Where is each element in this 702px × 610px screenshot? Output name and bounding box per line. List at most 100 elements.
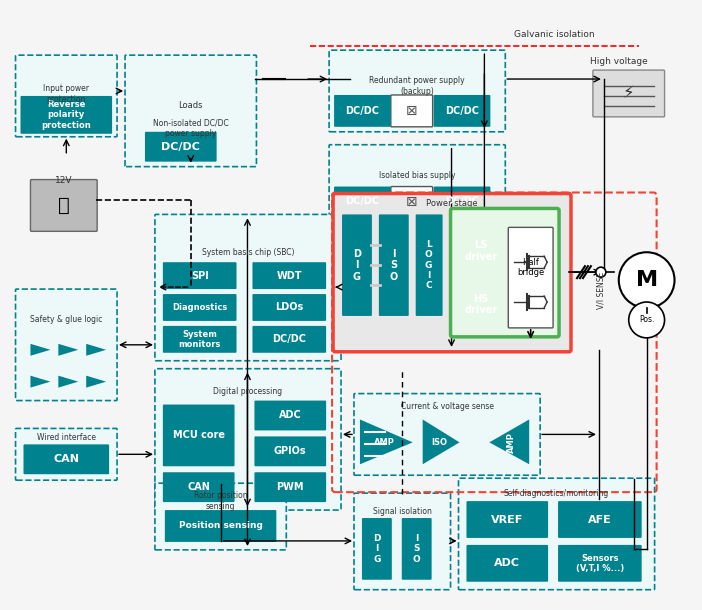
Polygon shape [423,420,460,464]
FancyBboxPatch shape [254,436,326,466]
Text: Input power
protection: Input power protection [44,84,89,104]
Text: DC/DC: DC/DC [345,106,380,116]
Text: Loads: Loads [178,101,203,110]
FancyBboxPatch shape [155,214,341,361]
FancyBboxPatch shape [334,95,391,127]
Text: AMP: AMP [374,438,395,447]
FancyBboxPatch shape [451,209,559,337]
Text: Pos.: Pos. [639,315,654,325]
Text: Diagnostics: Diagnostics [172,303,227,312]
Polygon shape [30,344,51,356]
Text: DC/DC: DC/DC [161,142,200,152]
FancyBboxPatch shape [163,294,237,321]
FancyBboxPatch shape [391,187,432,217]
Text: VREF: VREF [491,514,524,525]
Text: LDOs: LDOs [275,303,303,312]
Text: CAN: CAN [187,482,210,492]
Polygon shape [30,376,51,387]
Circle shape [629,302,665,338]
Text: Position sensing: Position sensing [179,522,263,531]
FancyBboxPatch shape [30,179,97,231]
FancyBboxPatch shape [15,289,117,401]
Text: ADC: ADC [279,411,302,420]
FancyBboxPatch shape [155,483,286,550]
Text: 🔋: 🔋 [58,196,69,215]
FancyBboxPatch shape [391,95,432,127]
FancyBboxPatch shape [458,478,654,590]
Polygon shape [360,420,413,464]
Text: Safety & glue logic: Safety & glue logic [30,315,102,325]
Text: D
I
G: D I G [373,534,380,564]
FancyBboxPatch shape [456,281,505,328]
FancyBboxPatch shape [434,95,491,127]
Text: DC/DC: DC/DC [345,196,380,206]
FancyBboxPatch shape [253,262,326,289]
Text: ⚡: ⚡ [623,84,635,102]
Text: I
S
O: I S O [413,534,420,564]
Text: LS
driver: LS driver [464,240,498,262]
Text: ADC: ADC [494,558,520,569]
FancyBboxPatch shape [379,214,409,316]
Circle shape [596,267,606,277]
FancyBboxPatch shape [354,393,540,475]
FancyBboxPatch shape [334,187,391,217]
Text: MCU core: MCU core [173,431,225,440]
FancyBboxPatch shape [456,228,505,274]
Text: Sensors
(V,T,I %...): Sensors (V,T,I %...) [576,554,624,573]
FancyBboxPatch shape [163,404,234,466]
Text: ⊠: ⊠ [406,195,418,209]
Text: DC/DC: DC/DC [272,334,306,344]
FancyBboxPatch shape [508,228,553,328]
FancyBboxPatch shape [254,472,326,502]
Text: CAN: CAN [53,454,79,464]
Text: ⊠: ⊠ [406,104,418,118]
Polygon shape [86,344,106,356]
Text: V/I SENSE: V/I SENSE [597,271,605,309]
Text: Self-diagnostics/monitoring: Self-diagnostics/monitoring [504,489,609,498]
Text: ISO: ISO [432,438,448,447]
FancyBboxPatch shape [593,70,665,117]
FancyBboxPatch shape [362,518,392,580]
Text: Signal isolation: Signal isolation [373,506,432,515]
FancyBboxPatch shape [434,187,491,217]
FancyBboxPatch shape [125,55,256,167]
Text: I
S
O: I S O [390,249,398,282]
FancyBboxPatch shape [402,518,432,580]
FancyBboxPatch shape [163,326,237,353]
FancyBboxPatch shape [253,294,326,321]
Text: DC/DC: DC/DC [445,106,479,116]
FancyBboxPatch shape [15,55,117,137]
Circle shape [618,253,675,308]
Text: D
I
G: D I G [353,249,361,282]
Text: DC/DC: DC/DC [445,196,479,206]
Text: System basis chip (SBC): System basis chip (SBC) [201,248,294,257]
Text: L
O
G
I
C: L O G I C [425,240,432,290]
FancyBboxPatch shape [163,472,234,502]
Text: Current & voltage sense: Current & voltage sense [401,402,494,411]
Polygon shape [58,344,78,356]
Text: Reverse
polarity
protection: Reverse polarity protection [41,100,91,130]
FancyBboxPatch shape [20,96,112,134]
FancyBboxPatch shape [165,510,277,542]
FancyBboxPatch shape [145,132,217,162]
Text: SPI: SPI [191,271,208,281]
FancyBboxPatch shape [354,493,451,590]
FancyBboxPatch shape [329,145,505,221]
Text: M: M [635,270,658,290]
Text: High voltage: High voltage [590,57,648,66]
FancyBboxPatch shape [333,193,571,352]
Text: Non-isolated DC/DC
power supply: Non-isolated DC/DC power supply [153,118,229,137]
FancyBboxPatch shape [342,214,372,316]
Text: Wired interface: Wired interface [37,433,95,442]
Text: Rotor position
sensing: Rotor position sensing [194,492,247,511]
FancyBboxPatch shape [558,545,642,582]
FancyBboxPatch shape [155,368,341,510]
FancyBboxPatch shape [23,444,109,474]
Text: AFE: AFE [588,514,611,525]
Text: 12V: 12V [55,176,72,185]
FancyBboxPatch shape [416,214,442,316]
FancyBboxPatch shape [163,262,237,289]
FancyBboxPatch shape [558,501,642,538]
FancyBboxPatch shape [466,545,548,582]
Text: HS
driver: HS driver [464,293,498,315]
